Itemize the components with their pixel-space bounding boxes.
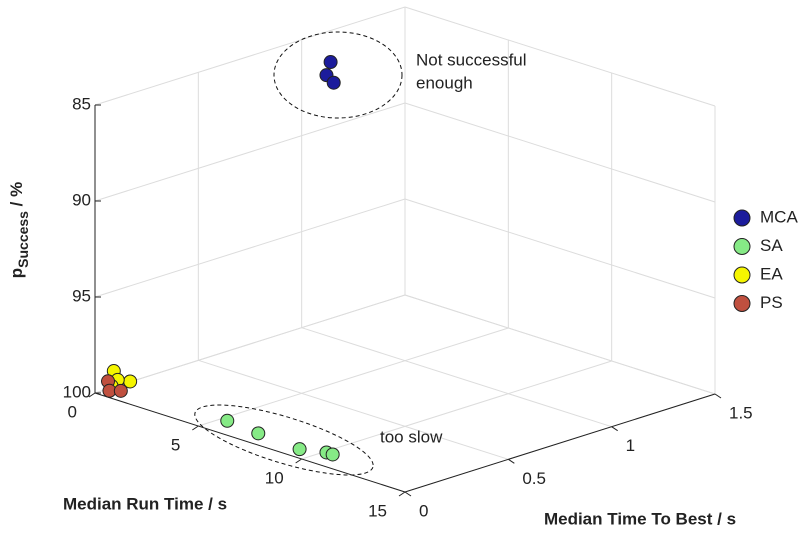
- grid-line: [94, 294, 406, 394]
- grid-line: [404, 102, 716, 203]
- legend-label: SA: [760, 236, 783, 255]
- x-tick-label: 10: [265, 468, 284, 487]
- grid-line: [198, 359, 509, 460]
- y-axis: [404, 393, 716, 493]
- x-tick-label: 5: [171, 435, 180, 454]
- y-tick: [508, 458, 515, 464]
- grid-line: [301, 327, 612, 428]
- z-label-subscript: Success: [15, 211, 31, 268]
- grid-line: [404, 294, 716, 395]
- x-axis-label: Median Run Time / s: [63, 494, 227, 513]
- x-tick: [88, 392, 96, 398]
- x-tick-label: 15: [368, 501, 387, 520]
- legend-marker: [733, 209, 751, 227]
- z-label-unit: / %: [7, 182, 26, 211]
- annotation: enough: [416, 73, 473, 92]
- y-tick-label: 1.5: [729, 403, 753, 422]
- legend-label: PS: [760, 293, 783, 312]
- y-tick: [611, 426, 618, 432]
- z-tick-label: 95: [72, 286, 91, 305]
- legend-label: EA: [760, 264, 783, 283]
- grid-line: [198, 327, 509, 427]
- z-label-symbol: p: [7, 268, 26, 278]
- grid-line: [301, 360, 612, 460]
- legend-marker: [733, 266, 751, 284]
- x-tick: [295, 458, 302, 464]
- grid-line: [404, 198, 716, 299]
- y-tick-label: 0: [419, 501, 428, 520]
- y-tick-label: 1: [626, 436, 635, 455]
- point: [323, 55, 338, 70]
- grid-line: [94, 198, 406, 298]
- grid-line: [404, 6, 716, 107]
- y-tick: [404, 491, 412, 497]
- y-axis-label: Median Time To Best / s: [544, 509, 736, 528]
- point: [325, 447, 340, 462]
- annotation: too slow: [380, 427, 443, 446]
- y-tick: [714, 393, 722, 399]
- y-tick-label: 0.5: [522, 469, 546, 488]
- x-axis: [94, 392, 406, 493]
- z-tick-label: 100: [63, 382, 91, 401]
- point: [251, 426, 266, 441]
- grid: [88, 6, 722, 497]
- z-axis-label: pSuccess / %: [7, 182, 30, 279]
- legend-label: MCA: [760, 207, 798, 226]
- legend-marker: [733, 238, 751, 255]
- point: [292, 442, 307, 457]
- x-tick: [192, 425, 199, 431]
- x-tick: [398, 491, 406, 497]
- point: [113, 383, 128, 398]
- z-tick-label: 85: [72, 94, 91, 113]
- annotation-ellipse: [194, 404, 374, 476]
- z-tick-label: 90: [72, 190, 91, 209]
- x-tick-label: 0: [68, 402, 77, 421]
- annotation: Not successful: [416, 50, 527, 69]
- annotation-ellipse: [273, 31, 403, 119]
- point: [326, 75, 341, 90]
- grid-line: [94, 6, 406, 106]
- legend-marker: [733, 295, 751, 312]
- grid-line: [94, 102, 406, 202]
- point: [220, 413, 235, 428]
